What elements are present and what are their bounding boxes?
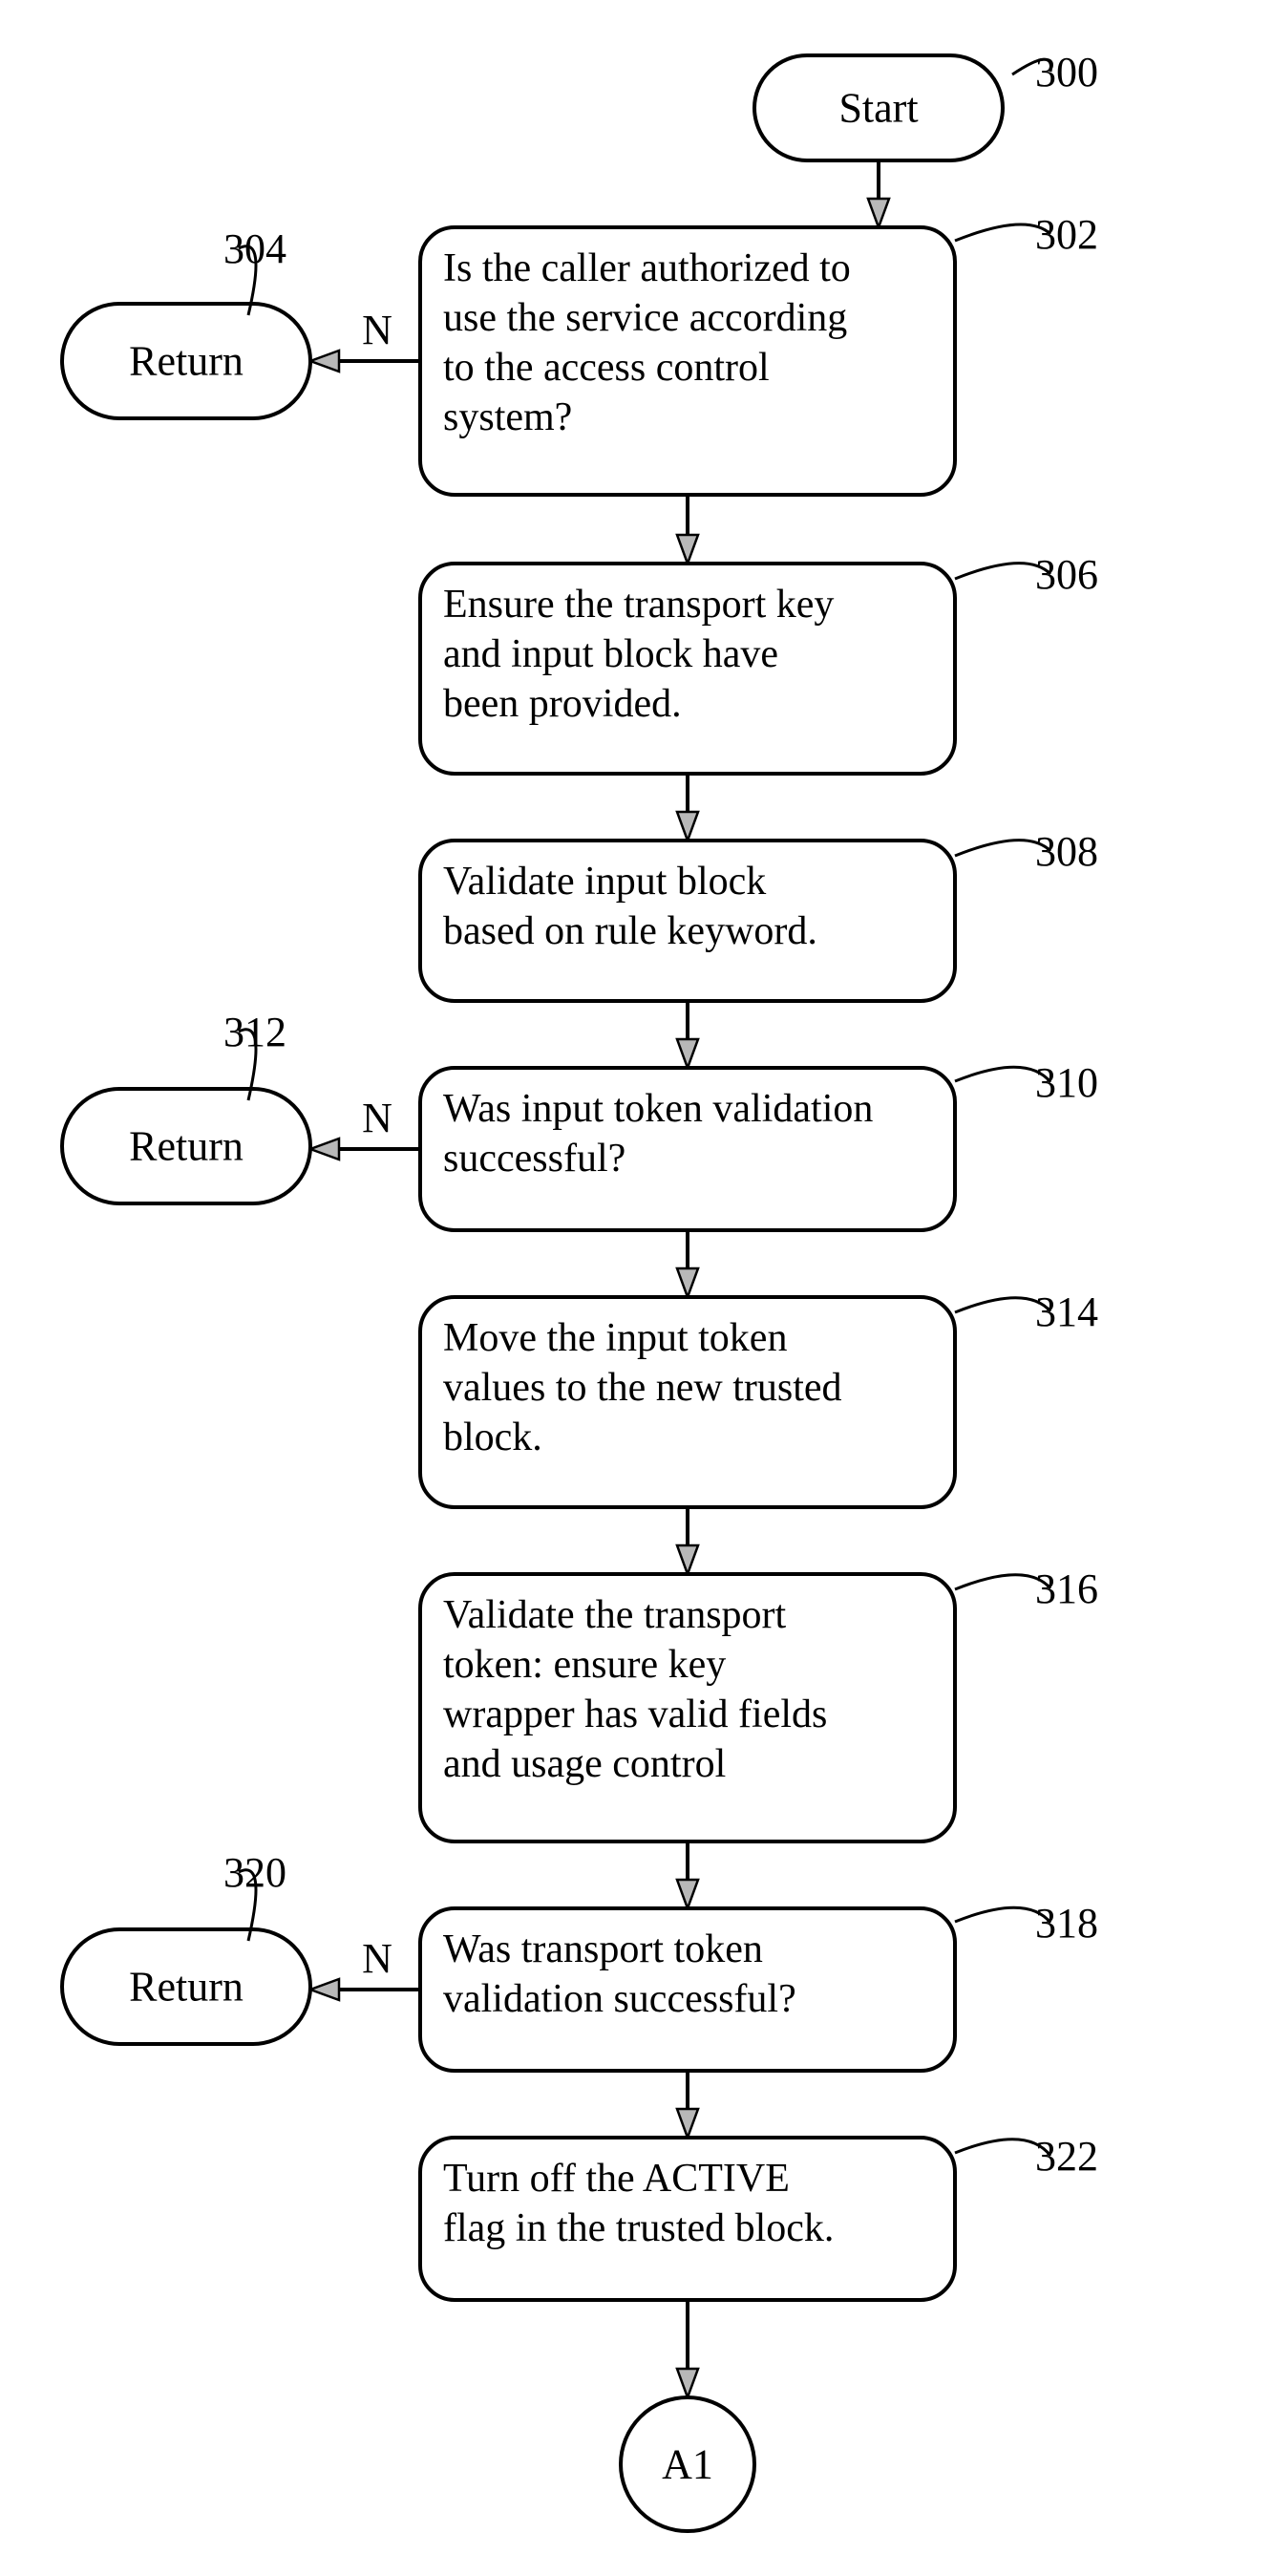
node-n304: Return bbox=[62, 304, 310, 418]
arrowhead bbox=[310, 351, 339, 372]
edge-label: N bbox=[362, 307, 392, 353]
node-n316: Validate the transport token: ensure key w… bbox=[420, 1574, 955, 1842]
node-text: block. bbox=[443, 1416, 542, 1459]
callout-label: 308 bbox=[1035, 828, 1098, 875]
arrowhead bbox=[677, 1268, 698, 1297]
callout-label: 320 bbox=[223, 1849, 286, 1896]
node-text: values to the new trusted bbox=[443, 1366, 842, 1410]
callout-label: 306 bbox=[1035, 551, 1098, 598]
node-text: Move the input token bbox=[443, 1316, 787, 1360]
node-text: wrapper has valid fields bbox=[443, 1692, 827, 1736]
arrowhead bbox=[677, 535, 698, 564]
arrowhead bbox=[310, 1979, 339, 2000]
node-text: Validate the transport bbox=[443, 1593, 787, 1637]
node-text: Is the caller authorized to bbox=[443, 246, 851, 290]
node-text: and input block have bbox=[443, 632, 778, 676]
node-n314: Move the input token values to the new tr… bbox=[420, 1297, 955, 1507]
node-text: and usage control bbox=[443, 1742, 726, 1786]
edge-label: N bbox=[362, 1935, 392, 1982]
arrowhead bbox=[868, 199, 889, 227]
arrowhead bbox=[677, 812, 698, 841]
callout-label: 322 bbox=[1035, 2133, 1098, 2180]
arrowhead bbox=[310, 1139, 339, 1160]
node-text: Ensure the transport key bbox=[443, 583, 834, 627]
node-n306: Ensure the transport key and input block … bbox=[420, 564, 955, 774]
node-a1: A1 bbox=[621, 2397, 754, 2531]
node-text: based on rule keyword. bbox=[443, 909, 817, 953]
node-n302: Is the caller authorized to use the servi… bbox=[420, 227, 955, 495]
callout-label: 304 bbox=[223, 225, 286, 272]
node-text: successful? bbox=[443, 1137, 625, 1181]
callout-label: 300 bbox=[1035, 49, 1098, 96]
node-n312: Return bbox=[62, 1089, 310, 1203]
node-text: Was input token validation bbox=[443, 1087, 873, 1131]
node-text: Was transport token bbox=[443, 1927, 763, 1971]
arrowhead bbox=[677, 2369, 698, 2397]
node-text: to the access control bbox=[443, 346, 770, 390]
node-text: Start bbox=[838, 85, 918, 132]
arrowhead bbox=[677, 1039, 698, 1068]
node-n310: Was input token validation successful? bbox=[420, 1068, 955, 1230]
arrowhead bbox=[677, 1880, 698, 1908]
node-text: been provided. bbox=[443, 682, 682, 726]
node-start: Start bbox=[754, 55, 1003, 160]
arrowhead bbox=[677, 2109, 698, 2138]
node-text: use the service according bbox=[443, 296, 847, 340]
node-text: Return bbox=[129, 1123, 244, 1170]
node-text: Validate input block bbox=[443, 860, 766, 904]
edge-label: N bbox=[362, 1095, 392, 1141]
node-text: system? bbox=[443, 395, 572, 439]
arrowhead bbox=[677, 1545, 698, 1574]
callout-label: 312 bbox=[223, 1009, 286, 1055]
node-n322: Turn off the ACTIVE flag in the trusted b… bbox=[420, 2138, 955, 2300]
node-text: Turn off the ACTIVE bbox=[443, 2157, 790, 2201]
callout-label: 314 bbox=[1035, 1288, 1098, 1335]
node-text: flag in the trusted block. bbox=[443, 2206, 834, 2250]
callout-label: 310 bbox=[1035, 1059, 1098, 1106]
node-text: validation successful? bbox=[443, 1977, 796, 2021]
node-n308: Validate input block based on rule keywor… bbox=[420, 841, 955, 1001]
node-text: Return bbox=[129, 338, 244, 385]
node-text: Return bbox=[129, 1964, 244, 2011]
node-n320: Return bbox=[62, 1929, 310, 2044]
callout-label: 302 bbox=[1035, 211, 1098, 258]
node-text: A1 bbox=[662, 2441, 713, 2488]
callout-label: 318 bbox=[1035, 1900, 1098, 1947]
node-text: token: ensure key bbox=[443, 1643, 726, 1687]
node-n318: Was transport token validation successful… bbox=[420, 1908, 955, 2071]
callout-label: 316 bbox=[1035, 1565, 1098, 1612]
